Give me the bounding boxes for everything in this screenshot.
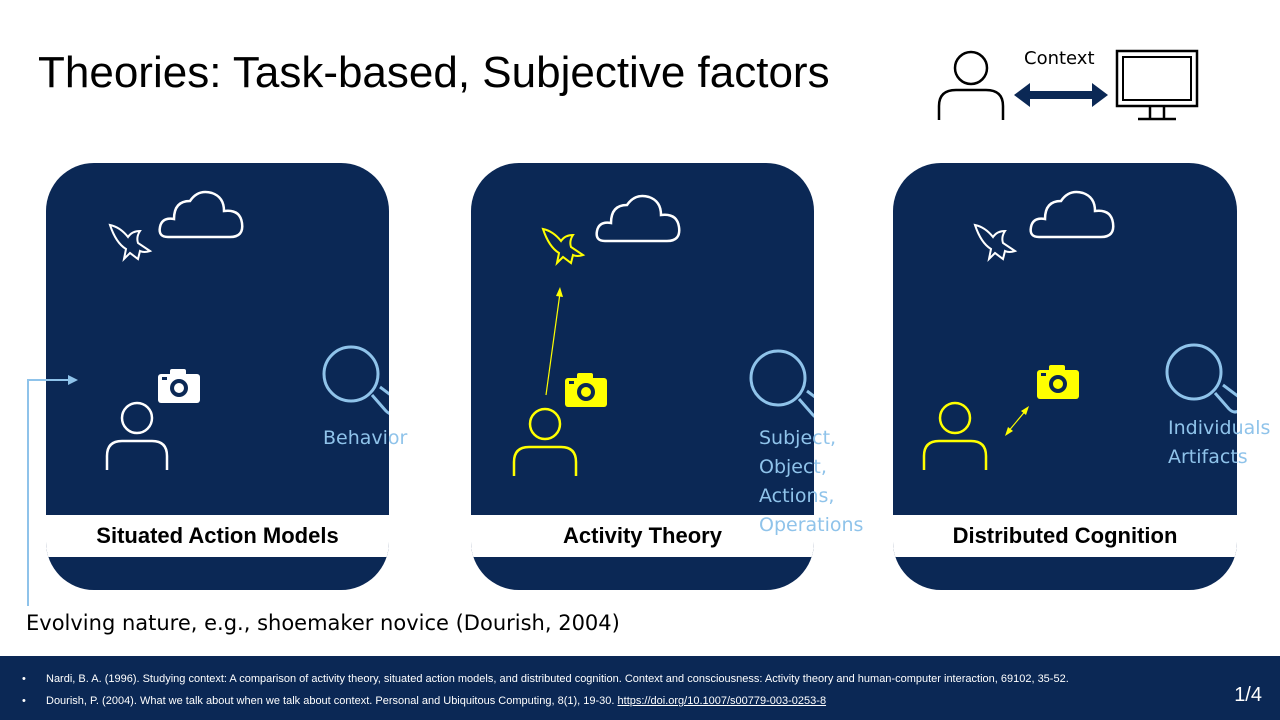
reference-item: • Dourish, P. (2004). What we talk about … bbox=[22, 695, 827, 707]
arrow-icon bbox=[545, 287, 563, 396]
lens-text: Behavior bbox=[323, 427, 408, 449]
reference-text: Dourish, P. (2004). What we talk about w… bbox=[46, 695, 618, 707]
magnifier-icon bbox=[322, 345, 389, 415]
camera-icon bbox=[565, 373, 607, 407]
card-label: Distributed Cognition bbox=[893, 515, 1237, 557]
cloud-icon bbox=[1029, 190, 1115, 239]
person-icon bbox=[512, 407, 578, 476]
person-icon bbox=[922, 401, 988, 470]
bird-icon bbox=[973, 223, 1018, 263]
card-label: Activity Theory bbox=[471, 515, 814, 557]
card-distributed-cognition: Distributed Cognition bbox=[893, 163, 1237, 590]
card-situated-action-models: Situated Action Models bbox=[46, 163, 389, 590]
card-label: Situated Action Models bbox=[46, 515, 389, 557]
connector-arrow bbox=[27, 375, 78, 606]
person-icon bbox=[937, 50, 1005, 120]
magnifier-icon bbox=[1165, 343, 1237, 414]
double-arrow-icon bbox=[1005, 406, 1029, 436]
reference-text: Nardi, B. A. (1996). Studying context: A… bbox=[46, 673, 1069, 685]
slide-title: Theories: Task-based, Subjective factors bbox=[38, 48, 830, 97]
person-icon bbox=[105, 401, 169, 470]
bird-icon bbox=[541, 227, 586, 267]
bird-icon bbox=[108, 223, 153, 263]
card-activity-theory: Activity Theory bbox=[471, 163, 814, 590]
context-label: Context bbox=[1024, 48, 1095, 69]
lens-text: Subject, Object, Actions, Operations bbox=[759, 427, 864, 536]
lens-text: Individuals Artifacts bbox=[1168, 417, 1271, 468]
double-arrow-icon bbox=[1014, 83, 1108, 107]
cloud-icon bbox=[595, 194, 681, 243]
references-footer: • Nardi, B. A. (1996). Studying context: … bbox=[0, 656, 1280, 720]
cloud-icon bbox=[158, 190, 244, 239]
page-number: 1/4 bbox=[1234, 684, 1262, 706]
reference-link[interactable]: https://doi.org/10.1007/s00779-003-0253-… bbox=[617, 695, 827, 707]
reference-item: • Nardi, B. A. (1996). Studying context: … bbox=[22, 673, 1069, 685]
camera-icon bbox=[158, 369, 200, 403]
magnifier-icon bbox=[749, 349, 814, 418]
evolving-note: Evolving nature, e.g., shoemaker novice … bbox=[26, 611, 620, 635]
monitor-icon bbox=[1115, 49, 1199, 121]
camera-icon bbox=[1037, 365, 1079, 399]
